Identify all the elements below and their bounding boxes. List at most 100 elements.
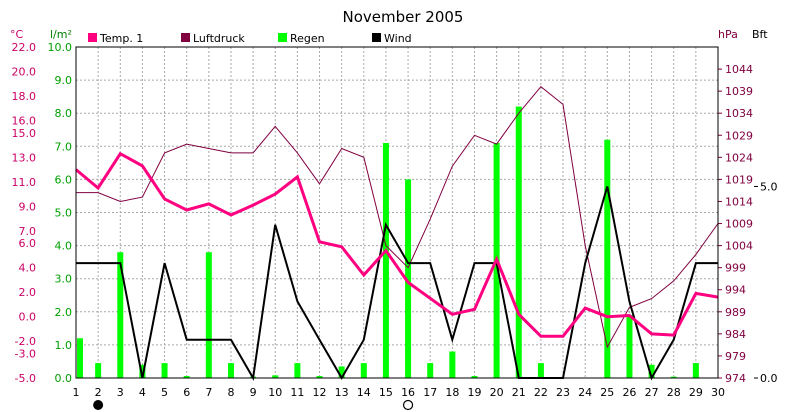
rain-bar	[427, 363, 434, 378]
pressure-tick-label: 984	[725, 328, 746, 341]
temp-tick-label: -5.0	[15, 372, 36, 385]
x-tick-label: 19	[467, 386, 481, 399]
legend-swatch-wind	[372, 33, 381, 42]
x-tick-label: 20	[490, 386, 504, 399]
rain-tick-label: 1.0	[55, 339, 73, 352]
legend-label-wind: Wind	[384, 32, 412, 45]
temp-unit-label: °C	[10, 28, 24, 41]
grid	[76, 47, 718, 378]
temp-tick-label: 9.0	[19, 200, 37, 213]
rain-tick-label: 0.0	[55, 372, 73, 385]
rain-tick-label: 7.0	[55, 140, 73, 153]
x-tick-label: 10	[268, 386, 282, 399]
x-tick-label: 1	[73, 386, 80, 399]
pressure-axis: 974 979 984 989 994 999 1004 1009 1014 1019 1024 10…	[718, 63, 753, 385]
x-axis: 1 2 3 4 5 6 7 8 9 10 11 12 13 14 15 16 17 18 19 20 21 22 23 24 2…	[73, 386, 726, 399]
pressure-tick-label: 989	[725, 306, 746, 319]
x-tick-label: 23	[556, 386, 570, 399]
rain-tick-label: 3.0	[55, 273, 73, 286]
rain-bar	[604, 139, 611, 378]
rain-bar	[537, 363, 544, 378]
x-tick-label: 17	[423, 386, 437, 399]
x-tick-label: 3	[117, 386, 124, 399]
temp-tick-label: 16.0	[12, 115, 37, 128]
series-lines	[75, 86, 719, 382]
temp-tick-label: 20.0	[12, 66, 37, 79]
legend-label-temp: Temp. 1	[99, 32, 143, 45]
rain-bar	[670, 376, 677, 378]
temp-line	[75, 151, 719, 338]
temp-tick-label: 6.0	[19, 237, 37, 250]
wind-line	[76, 186, 718, 382]
rain-bar	[161, 363, 168, 378]
temp-tick-label: 13.0	[12, 151, 37, 164]
pressure-tick-label: 1014	[725, 195, 753, 208]
legend: Temp. 1 Luftdruck Regen Wind	[88, 32, 412, 45]
rain-bar	[183, 376, 190, 378]
rain-tick-label: 4.0	[55, 240, 73, 253]
x-tick-label: 25	[600, 386, 614, 399]
rain-bar	[117, 252, 124, 378]
temp-tick-label: 11.0	[12, 176, 37, 189]
legend-label-regen: Regen	[290, 32, 325, 45]
legend-swatch-temp	[88, 33, 97, 42]
rain-bar	[648, 364, 655, 378]
wind-axis: 0.0 5.0	[754, 180, 778, 385]
rain-tick-label: 10.0	[48, 41, 73, 54]
rain-bar	[692, 363, 699, 378]
pressure-tick-label: 974	[725, 372, 746, 385]
rain-tick-label: 8.0	[55, 107, 73, 120]
temp-tick-label: -2.0	[15, 335, 36, 348]
x-tick-label: 12	[313, 386, 327, 399]
pressure-tick-label: 994	[725, 284, 746, 297]
rain-tick-label: 2.0	[55, 306, 73, 319]
x-tick-label: 2	[95, 386, 102, 399]
chart-title: November 2005	[343, 8, 464, 26]
x-tick-label: 26	[622, 386, 636, 399]
x-tick-label: 5	[161, 386, 168, 399]
x-tick-label: 28	[667, 386, 681, 399]
x-tick-label: 14	[357, 386, 371, 399]
pressure-tick-label: 1039	[725, 85, 753, 98]
x-tick-label: 11	[290, 386, 304, 399]
temp-tick-label: 4.0	[19, 262, 37, 275]
x-tick-label: 18	[445, 386, 459, 399]
pressure-tick-label: 999	[725, 262, 746, 275]
x-tick-label: 24	[578, 386, 592, 399]
temp-tick-label: 15.0	[12, 127, 37, 140]
x-tick-label: 21	[512, 386, 526, 399]
wind-tick-label: 5.0	[760, 180, 778, 193]
x-tick-label: 16	[401, 386, 415, 399]
x-tick-label: 7	[205, 386, 212, 399]
rain-tick-label: 5.0	[55, 207, 73, 220]
full-moon-icon	[402, 399, 414, 411]
wind-unit-label: Bft	[752, 28, 768, 41]
x-tick-label: 27	[645, 386, 659, 399]
pressure-tick-label: 1044	[725, 63, 753, 76]
rain-bar	[515, 106, 522, 378]
new-moon-icon	[93, 400, 104, 410]
pressure-tick-label: 1004	[725, 240, 753, 253]
pressure-tick-label: 1009	[725, 218, 753, 231]
x-tick-label: 22	[534, 386, 548, 399]
plot-frame	[75, 46, 719, 379]
legend-label-luftdruck: Luftdruck	[193, 32, 245, 45]
rain-tick-label: 6.0	[55, 173, 73, 186]
rain-bar	[471, 376, 478, 378]
x-tick-label: 15	[379, 386, 393, 399]
pressure-unit-label: hPa	[718, 28, 738, 41]
x-tick-label: 8	[227, 386, 234, 399]
rain-unit-label: l/m²	[50, 28, 72, 41]
rain-bar	[294, 363, 301, 378]
rain-bar	[405, 179, 412, 378]
x-tick-label: 9	[250, 386, 257, 399]
rain-bar	[77, 338, 83, 378]
temp-tick-label: 18.0	[12, 90, 37, 103]
rain-tick-label: 9.0	[55, 74, 73, 87]
rain-bar	[227, 363, 234, 378]
rain-bar	[382, 142, 389, 378]
moon-phase-markers	[93, 399, 414, 411]
pressure-tick-label: 1029	[725, 129, 753, 142]
rain-bar	[449, 351, 456, 378]
